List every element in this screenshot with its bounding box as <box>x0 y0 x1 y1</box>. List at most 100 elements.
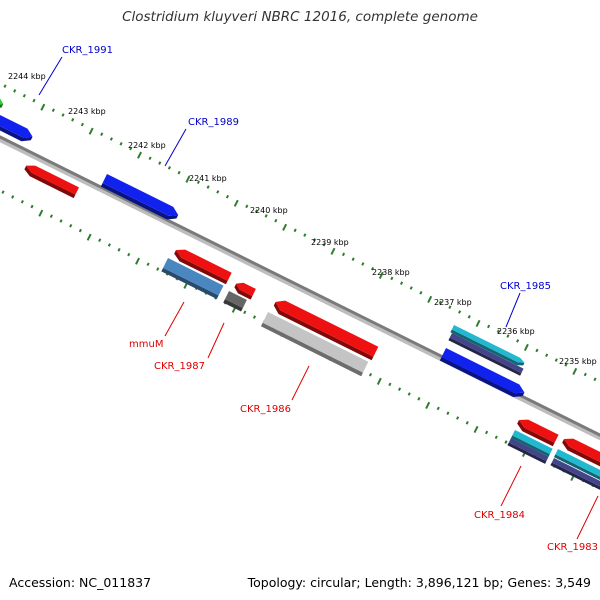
tick-label-2244: 2244 kbp <box>8 72 46 81</box>
ruler-tick <box>303 233 307 237</box>
ruler-tick <box>177 170 181 175</box>
ruler-tick <box>593 377 597 382</box>
ruler-tick <box>282 223 288 231</box>
label-connectors <box>38 56 599 540</box>
ruler-tick <box>137 151 142 159</box>
gene-ckr1989 <box>102 174 179 216</box>
ruler-tick <box>135 257 140 265</box>
ruler-tick <box>456 416 460 420</box>
ruler-tick <box>100 132 104 136</box>
gene-label-ckr1984[interactable]: CKR_1984 <box>474 510 525 521</box>
ruler-tick <box>61 113 65 117</box>
connector-ckr1984 <box>500 465 522 507</box>
ruler-tick <box>158 161 162 165</box>
tick-label-2243: 2243 kbp <box>68 107 106 116</box>
ruler-tick <box>425 401 431 409</box>
gene-label-mmum[interactable]: mmuM <box>129 339 163 350</box>
ruler-tick <box>196 180 201 185</box>
gene-ckr1987-side <box>223 299 245 312</box>
ruler-tick <box>13 89 17 93</box>
gene-steel-side <box>161 267 222 299</box>
ruler-tick <box>583 372 587 377</box>
ruler-tick <box>446 411 450 416</box>
ruler-tick <box>80 122 84 127</box>
ruler-tick <box>293 228 297 233</box>
gene-ckr1985-cyan <box>451 325 525 363</box>
ruler-tick <box>40 103 46 111</box>
ruler-tick <box>564 363 568 367</box>
gene-mmum <box>176 249 232 281</box>
gene-label-ckr1983[interactable]: CKR_1983 <box>547 542 598 553</box>
ruler-tick <box>427 295 433 303</box>
connector-ckr1989 <box>164 128 187 167</box>
ruler-tick <box>1 190 5 194</box>
ruler-tick <box>127 252 131 257</box>
ruler-tick <box>167 166 171 170</box>
ruler-tick <box>516 339 520 343</box>
ruler-tick <box>465 421 469 425</box>
tick-label-2242: 2242 kbp <box>128 141 166 150</box>
ruler-tick <box>397 387 402 391</box>
ruler-tick <box>448 305 452 310</box>
tick-label-2238: 2238 kbp <box>372 268 410 277</box>
ruler-tick <box>264 214 268 218</box>
ruler-tick <box>390 276 394 281</box>
gene-ckr1986-side <box>260 322 366 377</box>
connector-ckr1991 <box>38 56 63 96</box>
ruler-tick <box>146 262 150 267</box>
ruler-tick <box>71 118 75 122</box>
gene-label-ckr1985[interactable]: CKR_1985 <box>500 281 551 292</box>
gene-ckr1984-red <box>519 419 559 443</box>
gene-ckr1987 <box>225 291 247 308</box>
gene-ckr1986 <box>262 312 369 373</box>
ruler-tick <box>185 175 191 183</box>
gene-ckr1991 <box>0 114 33 138</box>
ruler-tick <box>252 315 257 319</box>
gene-ckr1985-side <box>439 357 525 397</box>
gene-label-ckr1987[interactable]: CKR_1987 <box>154 361 205 372</box>
ruler-tick <box>572 367 578 376</box>
ruler-tick <box>216 190 220 194</box>
tick-label-2239: 2239 kbp <box>311 238 349 247</box>
gene-ckr1986-red-side <box>273 301 374 361</box>
ruler-tick <box>494 435 498 440</box>
gene-green-left <box>0 98 4 105</box>
ruler-tick <box>117 248 121 252</box>
ruler-tick <box>59 219 63 223</box>
ruler-tick-labels: 2244 kbp 2243 kbp 2242 kbp 2241 kbp 2240… <box>8 72 597 366</box>
ruler-tick <box>51 108 55 112</box>
connector-ckr1983 <box>576 495 599 540</box>
ruler-tick <box>458 310 462 314</box>
topology-text: Topology: circular; Length: 3,896,121 bp… <box>247 575 591 590</box>
ruler-tick <box>330 247 336 255</box>
ruler-tick <box>475 319 481 327</box>
gene-label-ckr1989[interactable]: CKR_1989 <box>188 117 239 128</box>
gene-green-left-side <box>0 104 4 108</box>
ruler-tick <box>523 343 529 352</box>
gene-red-left <box>26 165 79 195</box>
ruler-tick <box>254 209 259 213</box>
ruler-tick <box>30 204 34 209</box>
gene-ckr1984-cyan-side <box>511 435 552 457</box>
gene-label-ckr1986[interactable]: CKR_1986 <box>240 404 291 415</box>
ruler-tick <box>274 218 278 223</box>
ruler-tick <box>22 93 26 98</box>
gene-features <box>0 98 600 490</box>
gene-ckr1984-cyan <box>512 430 553 455</box>
ruler-tick <box>322 242 326 247</box>
ruler-tick <box>32 98 36 103</box>
ruler-tick <box>496 329 500 334</box>
gene-mmum-side <box>174 250 228 285</box>
ruler-tick <box>419 291 423 295</box>
ruler-tick <box>485 430 489 435</box>
connector-ckr1987 <box>207 322 225 359</box>
ruler-tick <box>233 199 239 207</box>
ruler-tick <box>545 353 549 358</box>
gene-label-ckr1991[interactable]: CKR_1991 <box>62 45 113 56</box>
ruler-tick <box>156 267 160 271</box>
gene-ckr1985 <box>441 348 525 394</box>
gene-ckr1989-side <box>100 183 179 220</box>
gene-small-red-side <box>234 283 253 300</box>
gene-ckr1985-navy-side <box>448 337 523 376</box>
